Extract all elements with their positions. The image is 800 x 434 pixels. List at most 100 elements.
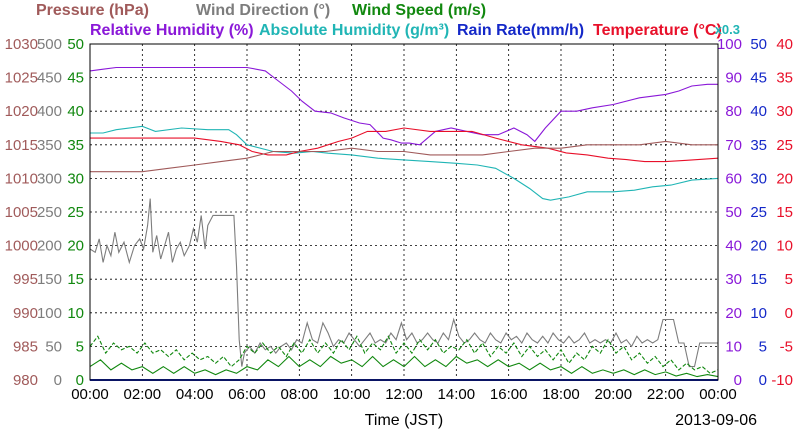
- x-axis: 00:00 02:00 04:00 06:00 08:00 10:00 12:00 14:00…: [71, 386, 737, 403]
- x-tick: 12:00: [385, 386, 423, 403]
- tick-temperature: 35: [776, 70, 793, 87]
- tick-temperature: -10: [771, 372, 793, 389]
- x-tick: 06:00: [228, 386, 266, 403]
- plot-frame: [89, 43, 719, 381]
- tick-pressure: 1000: [5, 238, 38, 255]
- tick-wind-speed: 10: [67, 305, 84, 322]
- tick-wind-speed: 5: [76, 338, 84, 355]
- tick-relative-humidity: 100: [717, 36, 742, 53]
- tick-wind-direction: 400: [37, 103, 62, 120]
- tick-wind-speed: 40: [67, 103, 84, 120]
- tick-temperature: 0: [785, 305, 793, 322]
- tick-rain-rate: 10: [750, 305, 767, 322]
- legend-pressure: Pressure (hPa): [36, 2, 149, 19]
- tick-pressure: 1005: [5, 204, 38, 221]
- x-tick: 10:00: [333, 386, 371, 403]
- tick-relative-humidity: 80: [725, 103, 742, 120]
- tick-temperature: 10: [776, 238, 793, 255]
- tick-rain-rate: 45: [750, 70, 767, 87]
- legend-wind-direction: Wind Direction (°): [196, 2, 330, 19]
- tick-rain-rate: 40: [750, 103, 767, 120]
- tick-relative-humidity: 0: [734, 372, 742, 389]
- tick-relative-humidity: 60: [725, 170, 742, 187]
- tick-wind-direction: 150: [37, 271, 62, 288]
- tick-relative-humidity: 20: [725, 305, 742, 322]
- tick-pressure: 985: [13, 338, 38, 355]
- series-wind-direction: [89, 198, 718, 368]
- legend-wind-speed: Wind Speed (m/s): [352, 2, 486, 19]
- tick-rain-rate: 20: [750, 238, 767, 255]
- tick-wind-speed: 25: [67, 204, 84, 221]
- tick-rain-rate: 50: [750, 36, 767, 53]
- tick-rain-rate: 5: [759, 338, 767, 355]
- tick-pressure: 990: [13, 305, 38, 322]
- date-label: 2013-09-06: [675, 412, 757, 429]
- tick-wind-direction: 100: [37, 305, 62, 322]
- tick-wind-speed: 20: [67, 238, 84, 255]
- legend-absolute-humidity: Absolute Humidity (g/m³): [259, 22, 449, 39]
- x-tick: 16:00: [490, 386, 528, 403]
- tick-wind-direction: 450: [37, 70, 62, 87]
- x-tick: 22:00: [647, 386, 685, 403]
- series-absolute-humidity: [90, 125, 719, 201]
- tick-wind-speed: 45: [67, 70, 84, 87]
- tick-wind-speed: 50: [67, 36, 84, 53]
- tick-wind-direction: 300: [37, 170, 62, 187]
- tick-wind-direction: 0: [54, 372, 62, 389]
- tick-rain-rate: 30: [750, 170, 767, 187]
- legend-temperature: Temperature (°C): [593, 22, 722, 39]
- tick-temperature: 5: [785, 271, 793, 288]
- tick-rain-rate: 25: [750, 204, 767, 221]
- x-tick: 18:00: [542, 386, 580, 403]
- tick-pressure: 1010: [5, 170, 38, 187]
- tick-pressure: 995: [13, 271, 38, 288]
- tick-wind-direction: 350: [37, 137, 62, 154]
- tick-temperature: 20: [776, 170, 793, 187]
- tick-temperature: 30: [776, 103, 793, 120]
- tick-wind-direction: 50: [45, 338, 62, 355]
- x-tick: 02:00: [124, 386, 162, 403]
- tick-wind-speed: 35: [67, 137, 84, 154]
- tick-wind-speed: 30: [67, 170, 84, 187]
- series-pressure: [90, 140, 718, 173]
- tick-relative-humidity: 40: [725, 238, 742, 255]
- tick-temperature: 25: [776, 137, 793, 154]
- tick-temperature: 15: [776, 204, 793, 221]
- series-relative-humidity: [89, 66, 718, 146]
- tick-relative-humidity: 10: [725, 338, 742, 355]
- x-tick: 04:00: [176, 386, 214, 403]
- left-axes: 1030102510201015101010051000995990985980…: [5, 36, 84, 389]
- tick-pressure: 1025: [5, 70, 38, 87]
- grid: [90, 44, 718, 380]
- right-axes: 1009080706050403020100x0.350454035302520…: [715, 22, 793, 389]
- series-wind-speed: [89, 335, 719, 374]
- x-tick: 20:00: [595, 386, 633, 403]
- tick-rain-rate: 35: [750, 137, 767, 154]
- tick-wind-direction: 200: [37, 238, 62, 255]
- legend: Pressure (hPa) Wind Direction (°) Wind Spe…: [36, 2, 722, 39]
- tick-wind-direction: 250: [37, 204, 62, 221]
- tick-relative-humidity: 50: [725, 204, 742, 221]
- tick-relative-humidity: 70: [725, 137, 742, 154]
- x-axis-label: Time (JST): [365, 412, 444, 429]
- x-tick: 00:00: [699, 386, 737, 403]
- tick-wind-speed: 15: [67, 271, 84, 288]
- tick-rain-rate: 0: [759, 372, 767, 389]
- tick-wind-speed: 0: [76, 372, 84, 389]
- tick-temperature: -5: [780, 338, 793, 355]
- x-tick: 14:00: [438, 386, 476, 403]
- tick-pressure: 1015: [5, 137, 38, 154]
- tick-pressure: 1030: [5, 36, 38, 53]
- x-tick: 00:00: [71, 386, 109, 403]
- series-temperature: [90, 127, 719, 163]
- tick-rain-rate: 15: [750, 271, 767, 288]
- tick-wind-direction: 500: [37, 36, 62, 53]
- axis-header-absolute-humidity: x0.3: [715, 22, 740, 37]
- tick-temperature: 40: [776, 36, 793, 53]
- tick-relative-humidity: 30: [725, 271, 742, 288]
- legend-relative-humidity: Relative Humidity (%): [90, 22, 254, 39]
- tick-pressure: 1020: [5, 103, 38, 120]
- tick-relative-humidity: 90: [725, 70, 742, 87]
- series-wind-speed: [89, 355, 719, 378]
